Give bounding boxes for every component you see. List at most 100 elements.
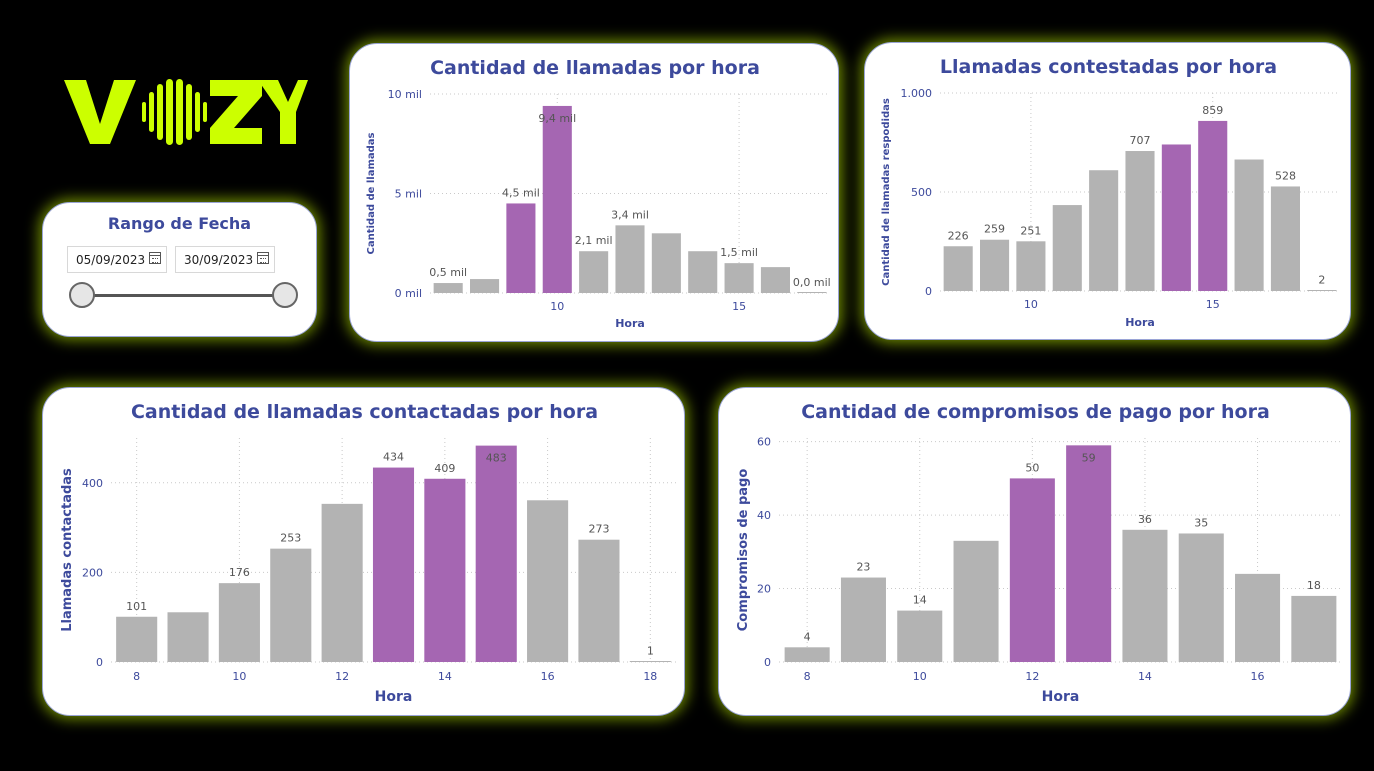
start-date-value: 05/09/2023: [76, 252, 146, 267]
bar[interactable]: [1016, 241, 1046, 291]
y-tick-label: 0 mil: [395, 287, 422, 300]
data-label: 176: [229, 566, 250, 579]
bar[interactable]: [167, 612, 209, 662]
vozy-logo: [64, 79, 308, 145]
bar[interactable]: [1122, 529, 1168, 662]
data-label: 1,5 mil: [720, 246, 758, 259]
end-date-input[interactable]: 30/09/2023: [175, 246, 275, 273]
bar[interactable]: [527, 500, 569, 662]
data-label: 409: [434, 462, 455, 475]
data-label: 251: [1020, 224, 1041, 237]
bar[interactable]: [542, 105, 572, 293]
bar[interactable]: [433, 283, 463, 293]
date-slider-start-handle[interactable]: [69, 282, 95, 308]
data-label: 36: [1138, 513, 1152, 526]
data-label: 14: [913, 594, 927, 607]
bar[interactable]: [475, 445, 517, 662]
bar[interactable]: [372, 467, 415, 662]
y-tick-label: 1.000: [901, 87, 933, 100]
data-label: 253: [280, 532, 301, 545]
y-tick-label: 40: [757, 509, 771, 522]
bar[interactable]: [470, 279, 500, 293]
data-label: 2,1 mil: [575, 234, 613, 247]
calendar-icon[interactable]: [257, 252, 269, 264]
chart-card-contactadas: Cantidad de llamadas contactadas por hor…: [42, 387, 685, 716]
x-axis-title: Hora: [1042, 689, 1080, 705]
logo-o-wave: [142, 79, 207, 145]
bar[interactable]: [688, 251, 718, 293]
bar[interactable]: [1235, 573, 1281, 662]
bar[interactable]: [1125, 151, 1155, 291]
data-label: 23: [856, 561, 870, 574]
data-label: 434: [383, 451, 404, 464]
x-axis-title: Hora: [375, 689, 413, 705]
chart-title: Llamadas contestadas por hora: [940, 56, 1277, 78]
bar[interactable]: [1198, 120, 1228, 291]
calendar-icon[interactable]: [149, 252, 161, 264]
bar[interactable]: [270, 548, 312, 662]
bar[interactable]: [651, 233, 681, 293]
data-label: 0,0 mil: [793, 276, 831, 289]
bar[interactable]: [218, 583, 260, 662]
y-tick-label: 60: [757, 436, 771, 449]
bar[interactable]: [1066, 445, 1112, 662]
bar[interactable]: [724, 263, 754, 293]
data-label: 50: [1025, 461, 1039, 474]
data-label: 4,5 mil: [502, 186, 540, 199]
y-tick-label: 0: [96, 656, 103, 669]
x-tick-label: 14: [1138, 670, 1152, 683]
bar[interactable]: [1178, 533, 1224, 662]
bar[interactable]: [1270, 186, 1300, 291]
x-tick-label: 15: [732, 300, 746, 313]
y-axis-title: Compromisos de pago: [736, 469, 751, 632]
bar[interactable]: [980, 239, 1010, 291]
data-label: 2: [1318, 274, 1325, 287]
chart-card-contestadas: Llamadas contestadas por hora 0 500 1.000 10…: [864, 42, 1351, 340]
data-label: 3,4 mil: [611, 208, 649, 221]
date-slider-track[interactable]: [81, 294, 286, 297]
chart-title: Cantidad de compromisos de pago por hora: [801, 401, 1270, 423]
chart-card-llamadas: Cantidad de llamadas por hora 0 mil 5 mil 1…: [349, 43, 839, 342]
bar[interactable]: [116, 616, 158, 662]
y-tick-label: 0: [764, 656, 771, 669]
y-tick-label: 5 mil: [395, 188, 422, 201]
end-date-value: 30/09/2023: [184, 252, 254, 267]
bar[interactable]: [1052, 205, 1082, 291]
bar[interactable]: [953, 540, 999, 662]
chart-compromisos: Cantidad de compromisos de pago por hora…: [736, 401, 1342, 705]
data-label: 483: [486, 452, 507, 465]
y-axis-title: Cantidad de llamadas respodidas: [881, 98, 892, 286]
bar[interactable]: [579, 251, 609, 293]
start-date-input[interactable]: 05/09/2023: [67, 246, 167, 273]
x-axis-title: Hora: [615, 317, 645, 330]
bar[interactable]: [615, 225, 645, 293]
bar[interactable]: [424, 478, 466, 662]
x-tick-label: 15: [1206, 298, 1220, 311]
bar[interactable]: [840, 577, 886, 662]
data-label: 259: [984, 223, 1005, 236]
bar[interactable]: [506, 203, 536, 293]
bar[interactable]: [784, 647, 830, 662]
x-tick-label: 16: [1251, 670, 1265, 683]
y-axis-title: Llamadas contactadas: [60, 468, 75, 632]
bar[interactable]: [1234, 159, 1264, 291]
bar[interactable]: [1089, 170, 1119, 291]
bar[interactable]: [1009, 478, 1055, 662]
bar[interactable]: [1307, 290, 1337, 291]
y-axis-title: Cantidad de llamadas: [366, 132, 377, 254]
data-label: 1: [647, 645, 654, 658]
bar[interactable]: [897, 610, 943, 662]
data-label: 35: [1194, 516, 1208, 529]
bar[interactable]: [321, 503, 363, 662]
data-label: 226: [948, 229, 969, 242]
y-tick-label: 500: [911, 186, 932, 199]
bar[interactable]: [629, 661, 671, 662]
x-tick-label: 10: [550, 300, 564, 313]
bar[interactable]: [1161, 144, 1191, 291]
date-slider-end-handle[interactable]: [272, 282, 298, 308]
bar[interactable]: [1291, 595, 1337, 662]
bar[interactable]: [943, 246, 973, 291]
bar[interactable]: [797, 292, 827, 293]
bar[interactable]: [760, 267, 790, 293]
bar[interactable]: [578, 539, 620, 662]
